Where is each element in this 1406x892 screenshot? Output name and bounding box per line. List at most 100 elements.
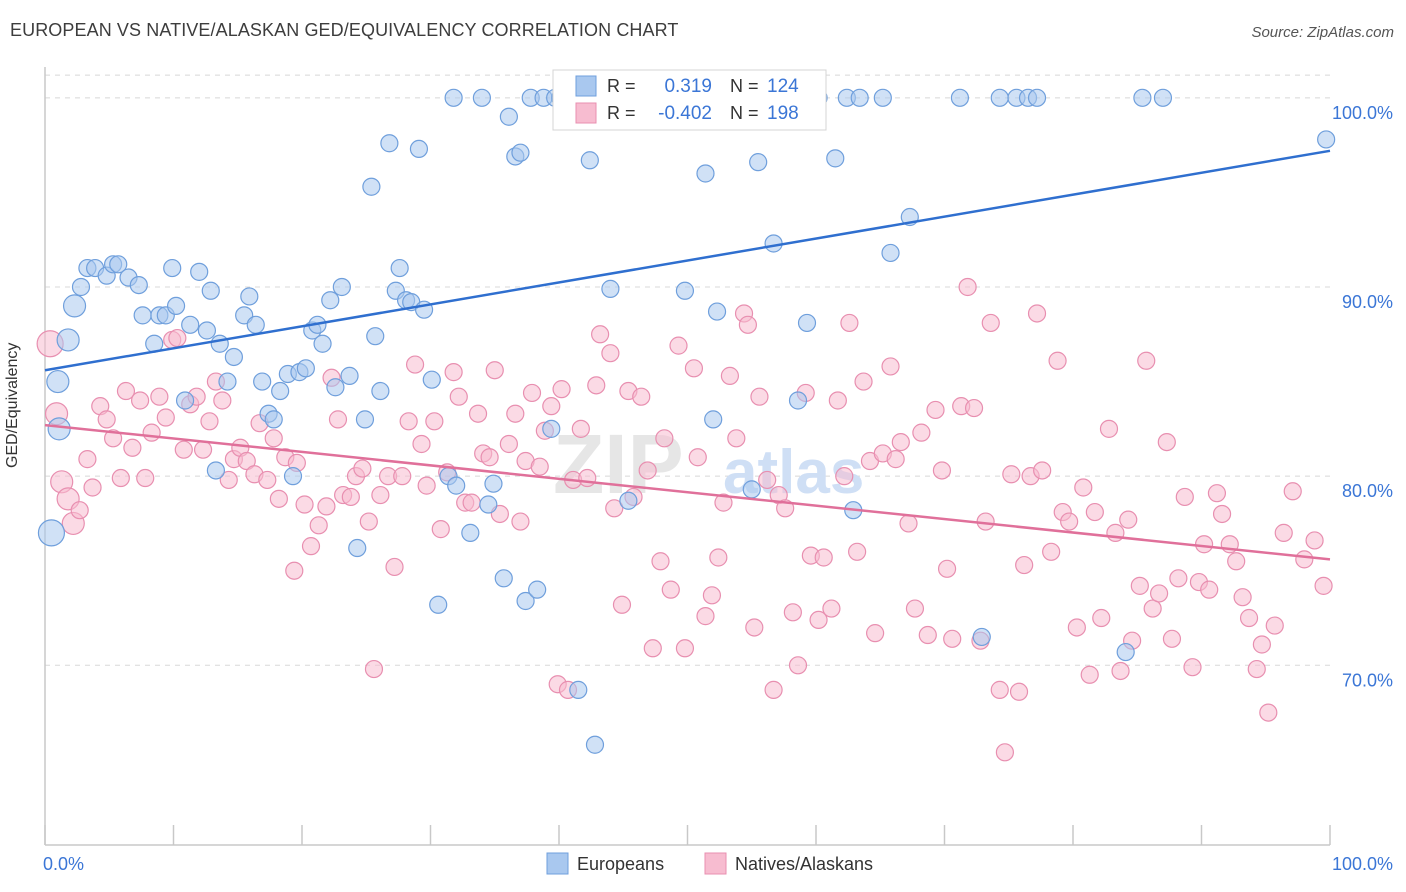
natives-point-24 — [193, 440, 213, 459]
natives-point-169 — [1119, 510, 1138, 529]
europeans-point-20 — [181, 315, 200, 334]
bottom-legend-label-natives: Natives/Alaskans — [735, 854, 873, 874]
europeans-point-89 — [619, 491, 638, 510]
natives-point-7 — [83, 478, 102, 497]
natives-point-9 — [97, 410, 116, 429]
natives-points — [36, 277, 1333, 762]
europeans-point-50 — [371, 381, 390, 401]
europeans-point-63 — [461, 523, 480, 542]
europeans-point-99 — [704, 410, 723, 429]
natives-point-166 — [1099, 419, 1119, 438]
natives-point-54 — [385, 557, 404, 577]
europeans-point-62 — [444, 88, 463, 107]
natives-point-34 — [258, 470, 277, 490]
natives-point-151 — [1002, 465, 1021, 484]
natives-point-79 — [542, 397, 561, 416]
europeans-point-47 — [355, 410, 375, 429]
europeans-point-29 — [240, 287, 259, 306]
natives-point-41 — [301, 537, 321, 556]
natives-point-186 — [1227, 552, 1246, 571]
europeans-point-1 — [46, 369, 70, 394]
natives-point-160 — [1060, 512, 1079, 531]
natives-point-188 — [1239, 608, 1259, 628]
natives-point-50 — [359, 512, 378, 531]
natives-point-124 — [828, 391, 847, 410]
natives-point-69 — [480, 448, 499, 467]
europeans-point-5 — [71, 277, 91, 297]
natives-point-93 — [632, 387, 651, 406]
europeans-point-123 — [1027, 88, 1047, 107]
natives-point-47 — [341, 487, 360, 507]
natives-point-97 — [655, 429, 674, 448]
y-tick-label-100: 100.0% — [1332, 103, 1393, 123]
natives-point-49 — [353, 459, 372, 478]
bottom-legend-swatch-europeans — [546, 852, 569, 875]
europeans-point-12 — [129, 275, 148, 295]
legend-swatch-europeans — [575, 75, 597, 97]
europeans-point-109 — [797, 313, 817, 333]
natives-point-141 — [937, 559, 957, 578]
bottom-legend-label-europeans: Europeans — [577, 854, 664, 874]
europeans-point-120 — [990, 88, 1009, 107]
natives-point-175 — [1157, 432, 1176, 452]
natives-point-35 — [264, 429, 283, 448]
natives-point-43 — [317, 497, 336, 516]
natives-point-89 — [605, 499, 624, 518]
europeans-point-70 — [511, 143, 530, 162]
natives-point-51 — [364, 659, 384, 679]
natives-point-107 — [720, 366, 740, 385]
europeans-point-21 — [190, 262, 209, 281]
chart-source: Source: ZipAtlas.com — [1251, 24, 1394, 41]
europeans-point-86 — [601, 279, 620, 298]
europeans-point-25 — [210, 334, 229, 353]
europeans-point-44 — [332, 277, 351, 297]
natives-point-108 — [727, 429, 746, 448]
chart-title: EUROPEAN VS NATIVE/ALASKAN GED/EQUIVALEN… — [10, 20, 679, 40]
natives-point-15 — [136, 468, 155, 488]
natives-point-138 — [918, 625, 937, 645]
natives-point-197 — [1314, 576, 1333, 595]
europeans-point-17 — [163, 258, 182, 278]
natives-point-102 — [688, 448, 707, 467]
natives-point-153 — [1015, 555, 1034, 575]
europeans-point-49 — [366, 327, 385, 346]
europeans-point-46 — [348, 538, 367, 558]
europeans-point-75 — [542, 419, 561, 438]
legend-box-frame — [552, 69, 827, 131]
natives-trend-line — [44, 423, 1331, 561]
natives-point-162 — [1074, 478, 1093, 497]
natives-point-40 — [295, 495, 314, 514]
natives-point-181 — [1194, 535, 1214, 554]
natives-point-189 — [1247, 659, 1266, 679]
natives-point-123 — [822, 599, 841, 618]
legend-n-value-0: 124 — [767, 76, 799, 97]
legend-r-value-1: -0.402 — [658, 103, 712, 124]
europeans-point-80 — [569, 680, 588, 699]
natives-point-66 — [462, 493, 481, 512]
natives-point-156 — [1033, 461, 1052, 480]
europeans-point-68 — [499, 107, 518, 126]
natives-point-157 — [1042, 542, 1061, 561]
europeans-point-59 — [429, 595, 448, 614]
natives-point-70 — [485, 361, 504, 380]
natives-point-84 — [571, 419, 590, 438]
bottom-legend: Europeans Natives/Alaskans — [546, 852, 873, 875]
natives-point-190 — [1252, 635, 1271, 654]
natives-point-94 — [638, 461, 657, 480]
natives-point-172 — [1137, 351, 1156, 370]
natives-point-86 — [587, 376, 606, 395]
natives-point-67 — [468, 404, 488, 423]
europeans-point-53 — [390, 258, 409, 278]
europeans-point-106 — [764, 234, 783, 253]
natives-point-104 — [702, 586, 722, 605]
natives-point-173 — [1143, 599, 1162, 618]
europeans-point-58 — [422, 370, 441, 389]
y-tick-label-80: 80.0% — [1342, 481, 1393, 501]
europeans-point-19 — [175, 391, 195, 410]
natives-point-74 — [511, 512, 530, 531]
europeans-point-98 — [696, 164, 715, 183]
natives-point-132 — [881, 357, 900, 376]
natives-point-105 — [709, 548, 728, 567]
natives-point-38 — [285, 561, 304, 580]
natives-point-117 — [783, 603, 802, 622]
